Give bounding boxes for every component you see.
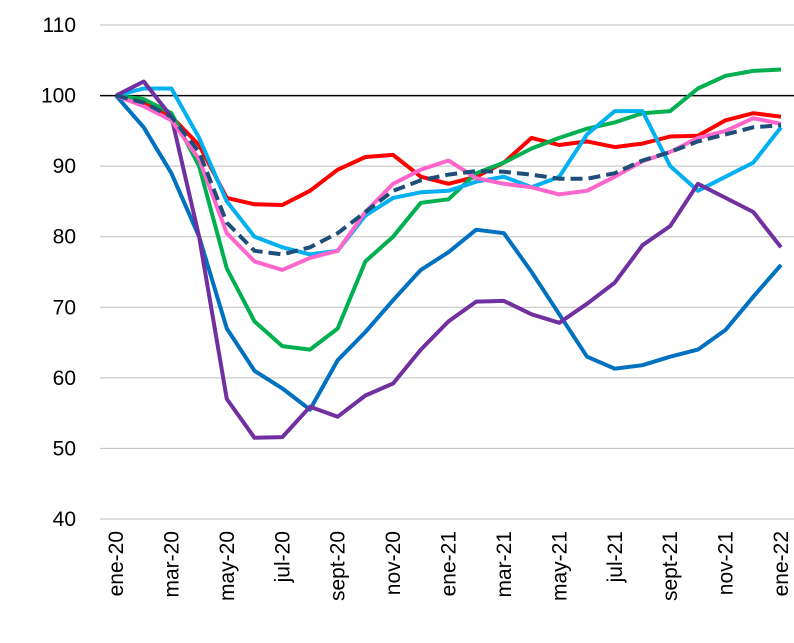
series-line bbox=[116, 96, 781, 205]
x-tick-label: sept-21 bbox=[659, 531, 682, 601]
x-tick-label: jul-20 bbox=[271, 531, 294, 583]
x-tick-label: mar-21 bbox=[493, 531, 516, 598]
x-tick-label: may-20 bbox=[216, 531, 239, 601]
y-tick-label: 50 bbox=[53, 437, 76, 460]
chart: 40 50 60 70 80 90 100 110 ene-20 mar-20 may-20 jul-… bbox=[0, 0, 794, 643]
y-tick-label: 70 bbox=[53, 296, 76, 319]
x-tick-label: ene-21 bbox=[438, 531, 461, 596]
x-tick-label: mar-20 bbox=[160, 531, 183, 598]
x-tick-label: may-21 bbox=[548, 531, 571, 601]
x-tick-label: jul-21 bbox=[604, 531, 627, 583]
y-tick-label: 100 bbox=[41, 85, 76, 108]
x-tick-label: nov-21 bbox=[715, 531, 738, 595]
x-tick-label: sept-20 bbox=[327, 531, 350, 601]
x-tick-label: nov-20 bbox=[382, 531, 405, 595]
x-tick-label: ene-20 bbox=[105, 531, 128, 596]
x-tick-label: ene-22 bbox=[770, 531, 793, 596]
y-tick-label: 110 bbox=[43, 14, 76, 37]
y-tick-label: 90 bbox=[53, 155, 76, 178]
y-tick-label: 80 bbox=[53, 226, 76, 249]
series-line bbox=[116, 96, 781, 410]
y-tick-label: 40 bbox=[53, 508, 76, 531]
y-tick-label: 60 bbox=[53, 367, 76, 390]
